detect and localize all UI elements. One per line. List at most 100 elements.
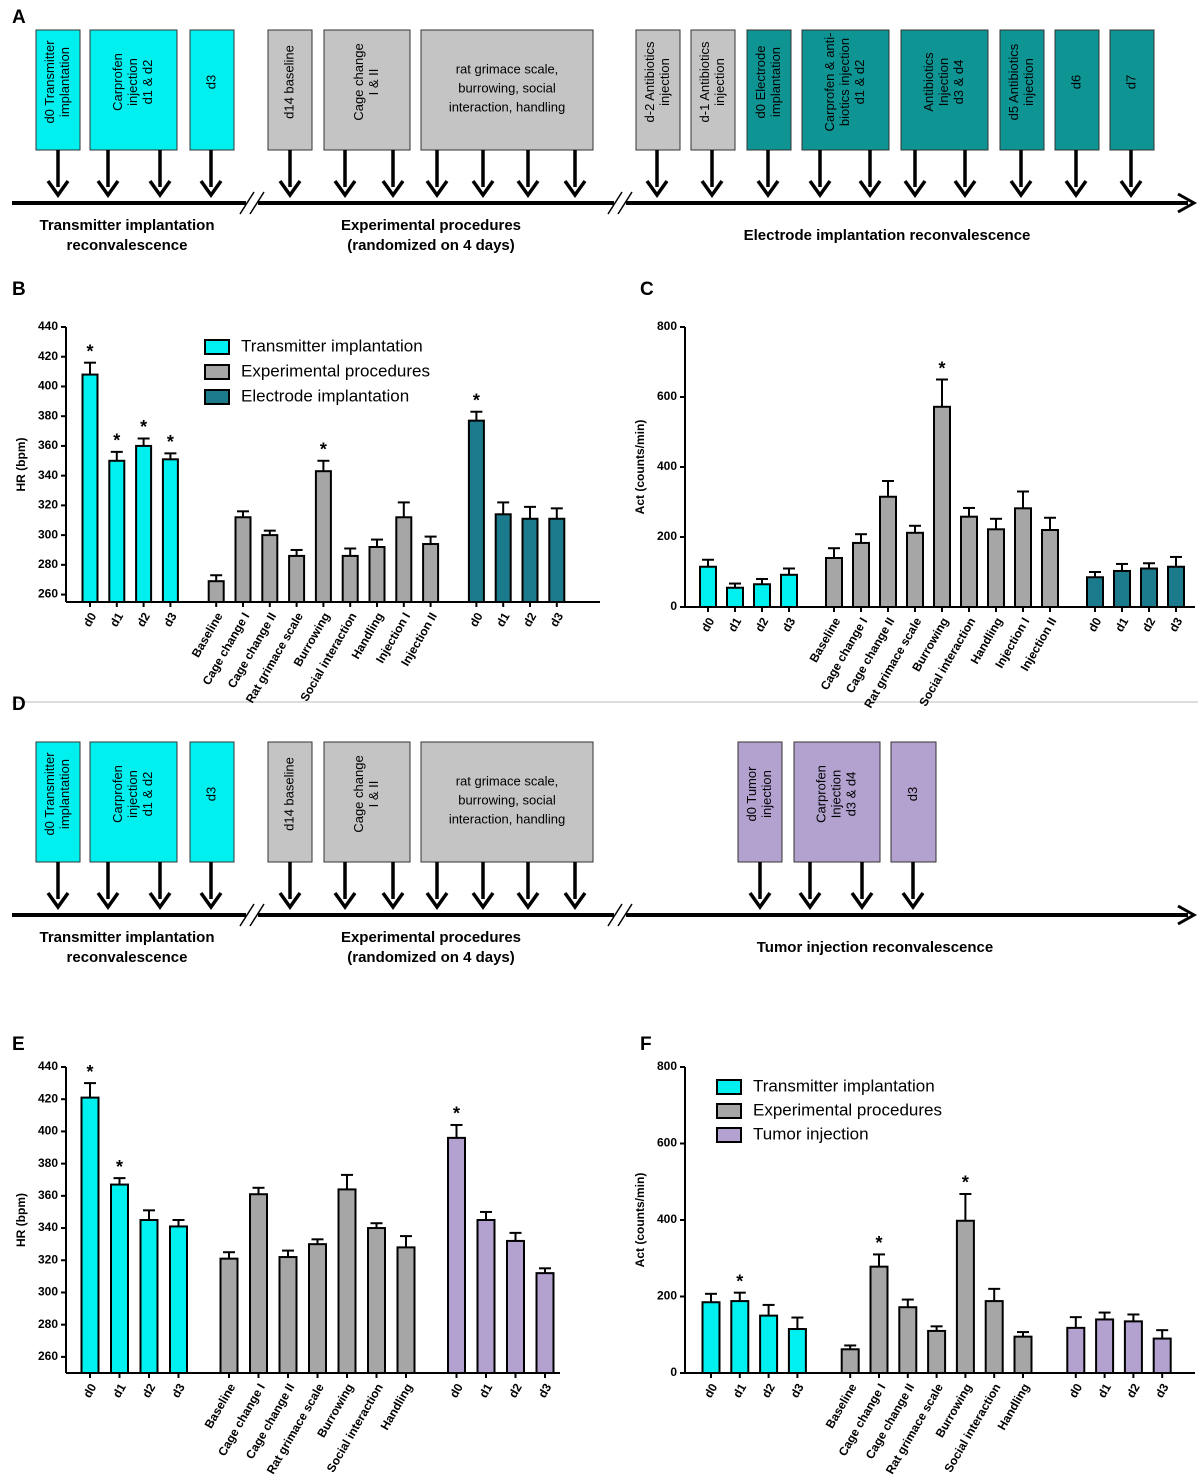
bar [506,1239,525,1375]
box-text: d0 Electrode [753,46,768,119]
timeline-box: d0 Tumor injection [737,741,783,863]
timeline-box: rat grimace scale, burrowing, social inter… [420,29,594,151]
bar [787,1328,807,1374]
x-tick-label: d3 [1152,1381,1171,1400]
timeline-box: d0 Transmitter implantation [35,29,81,151]
timeline-box: d3 [189,741,235,863]
arrow-head [278,179,302,199]
box-text: injection [125,770,140,818]
y-tick-label: 380 [38,408,58,422]
box [737,741,783,863]
bar [1013,1335,1033,1374]
panel-label: B [12,279,26,300]
error-bar [164,452,177,460]
box-text: injection [125,58,140,106]
x-tick-label: d2 [1124,1381,1143,1400]
bar [1014,507,1032,608]
arrow-head [96,179,120,199]
x-tick-label: d3 [1166,615,1185,634]
bar [80,1096,100,1374]
error-bar [84,1082,96,1098]
box-text: Carprofen [813,765,828,823]
y-tick-label: 300 [38,527,58,541]
axis-break [614,911,626,919]
legend-label: Transmitter implantation [241,336,423,355]
bar [1140,567,1158,608]
bar [927,1329,947,1375]
y-tick-label: 400 [38,1124,58,1138]
bar [701,1301,721,1375]
x-tick-label: d2 [139,1381,158,1400]
arrow-head [645,179,669,199]
bar [368,546,386,603]
bar [81,373,99,603]
y-tick-label: 400 [38,379,58,393]
arrow-head [46,891,70,911]
x-tick-label: d1 [725,615,744,634]
axis-break [246,911,258,919]
error-bar [855,533,867,543]
box [635,29,681,151]
box [89,741,178,863]
bar [447,1136,466,1374]
error-bar [497,501,510,515]
bar [207,580,225,604]
time-axis-head [1177,192,1198,214]
bar [234,516,252,603]
x-tick-label: d3 [547,610,566,629]
error-bar [990,517,1002,530]
box-text: injection [657,58,672,106]
arrow-head [516,179,540,199]
legend-entry: Electrode implantation [204,386,409,405]
arrow-head [199,179,223,199]
box-text: I & II [366,69,381,96]
bar [341,554,359,604]
error-bar [290,548,303,556]
error-bar [882,480,894,497]
box [690,29,736,151]
box [323,741,411,863]
y-tick-label: 360 [38,1188,58,1202]
phase-label: Transmitter implantation [39,929,214,946]
bar [898,1306,918,1374]
x-tick-label: d1 [110,1381,129,1400]
error-bar [450,1123,463,1138]
error-bar [539,1267,551,1274]
axis-break-mark [617,903,633,927]
error-bar [1098,1311,1111,1320]
error-bar [1017,1331,1029,1337]
bar [1123,1320,1143,1375]
phase-label: Electrode implantation reconvalescence [744,227,1031,244]
significance-marker: * [113,431,120,451]
phase-label: Tumor injection reconvalescence [757,939,993,956]
arrow-head [850,891,874,911]
box-text: implantation [57,759,72,829]
bar [395,516,413,603]
x-tick-label: d2 [134,610,153,629]
error-bar [400,1235,412,1248]
arrow-head [858,179,882,199]
bar [535,1272,555,1374]
y-tick-label: 380 [38,1156,58,1170]
y-tick-label: 200 [657,1289,677,1303]
axis-break-mark [249,191,265,215]
x-tick-label: d0 [1066,1381,1085,1400]
bar [308,1243,327,1374]
box-text: injection [759,770,774,818]
bar [984,1300,1004,1374]
axis-break [246,199,258,207]
phase-label: reconvalescence [67,237,188,254]
box [999,29,1045,151]
error-bar [311,1238,324,1245]
significance-marker: * [86,341,93,361]
significance-marker: * [736,1271,743,1291]
x-tick-label: d3 [779,615,798,634]
box [1054,29,1100,151]
error-bar [930,1325,943,1331]
y-tick-label: 600 [657,389,677,403]
legend-swatch [716,1127,742,1143]
box [420,29,594,151]
error-bar [828,547,840,558]
y-tick-label: 280 [38,1317,58,1331]
box-text: Carprofen [110,53,125,111]
